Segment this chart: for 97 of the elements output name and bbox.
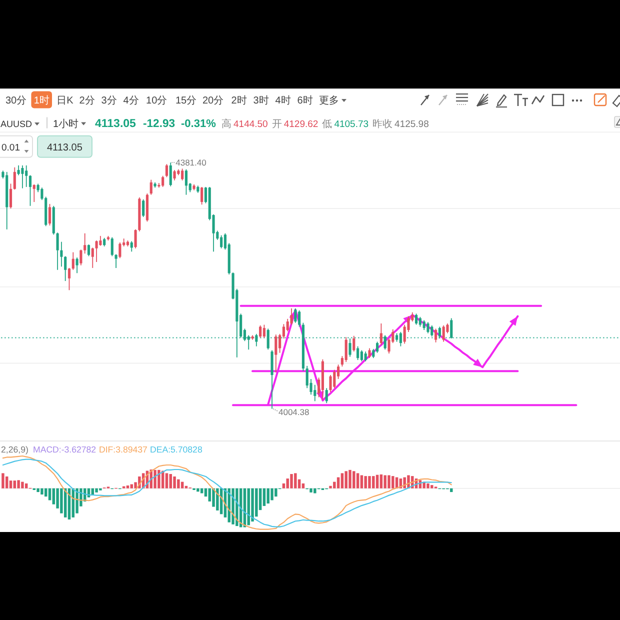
annotation: 4113.05 (46, 142, 83, 154)
bar (60, 488, 63, 514)
bar (376, 474, 379, 488)
note: 4129.62 (284, 118, 318, 130)
bar (294, 473, 297, 488)
note: 昨收 (372, 118, 393, 130)
note: 开 (272, 118, 282, 130)
note: 6时 (297, 96, 313, 107)
note: 4时 (275, 96, 291, 107)
bar (173, 476, 176, 488)
note: 更多 (319, 96, 339, 107)
bar (368, 476, 371, 488)
bar (348, 470, 352, 488)
annotation: 0.01 (2, 142, 20, 154)
note: DEA:5.70828 (150, 444, 202, 455)
bar (262, 488, 266, 506)
bar (314, 488, 316, 494)
bar (290, 474, 293, 488)
bar (247, 488, 250, 526)
note: 2时 (231, 96, 247, 107)
bar (380, 474, 383, 488)
bar (364, 476, 367, 488)
note: 高 (222, 118, 232, 130)
bar (21, 482, 24, 488)
note: DIF:3.89437 (99, 444, 148, 455)
bar (228, 488, 230, 522)
note: 30分 (5, 96, 27, 107)
bar (212, 488, 215, 507)
bar (270, 488, 274, 500)
note: 2分 (79, 96, 95, 107)
bar (165, 473, 168, 488)
bar (9, 480, 12, 488)
note: 15分 (175, 96, 197, 107)
value-note: 4004.38 (272, 406, 310, 417)
note: -0.31% (181, 118, 216, 130)
bar (5, 476, 8, 488)
bar (384, 475, 386, 488)
note: MACD:-3.62782 (33, 444, 96, 455)
note: 4125.98 (394, 118, 429, 130)
bar (266, 488, 270, 504)
bar (126, 485, 130, 488)
bar (356, 473, 360, 488)
bar (392, 476, 394, 488)
note: 20分 (202, 96, 224, 107)
bar (426, 483, 430, 488)
bar (336, 477, 340, 488)
bar (232, 488, 234, 524)
bar (95, 488, 98, 492)
bar (430, 485, 434, 488)
bar (2, 473, 4, 488)
note: 4113.05 (95, 118, 136, 130)
bar (251, 488, 254, 522)
note: 0.01 (0, 135, 33, 158)
bar (274, 488, 278, 497)
note: 2,26,9) (1, 444, 28, 455)
bar (13, 480, 16, 488)
note: 10分 (146, 96, 168, 107)
note: AUUSD (0, 118, 32, 129)
bar (340, 473, 344, 488)
note: 3分 (101, 96, 117, 107)
bar (333, 482, 336, 488)
bar (177, 479, 180, 488)
bar (154, 470, 156, 488)
bar (24, 483, 28, 488)
note: 4144.50 (234, 118, 268, 130)
bar (360, 475, 364, 488)
bar (52, 488, 56, 504)
note: 4113.05 (37, 135, 92, 158)
bar (44, 488, 48, 497)
bar (344, 471, 348, 488)
bar (200, 488, 204, 494)
bar (329, 486, 332, 488)
bar (36, 488, 40, 492)
bar (372, 476, 375, 488)
annotation: 1时 (34, 94, 50, 107)
note: 3时 (253, 96, 269, 107)
bar (310, 488, 312, 492)
note: 日K (56, 96, 74, 107)
bar (158, 470, 160, 488)
bar (302, 483, 305, 488)
note: 1小时 (53, 118, 79, 130)
bar (169, 474, 172, 488)
value-note: 4381.40 (171, 158, 206, 168)
note: 低 (322, 118, 332, 130)
bar (216, 488, 219, 510)
note: 4105.73 (334, 118, 369, 130)
note: 1时 (31, 91, 52, 108)
bar (184, 486, 188, 488)
note: 4分 (123, 96, 139, 107)
bar (352, 471, 356, 488)
bar (17, 480, 20, 488)
annotation: 4004.38 (278, 406, 310, 417)
bar (196, 488, 200, 492)
note: -12.93 (143, 118, 176, 130)
bar (180, 482, 184, 488)
bar (40, 488, 44, 494)
bar (388, 475, 390, 488)
